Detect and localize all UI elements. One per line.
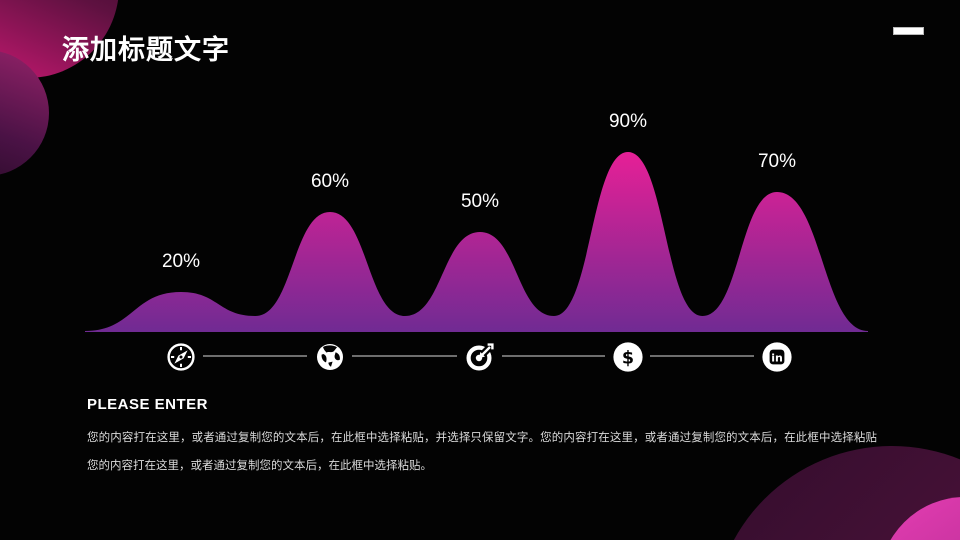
- dollar-glyph: $: [622, 348, 634, 368]
- icon-connector-line: [650, 355, 754, 357]
- data-label-70: 70%: [757, 151, 797, 172]
- linkedin-glyph: in: [771, 352, 783, 365]
- data-label-90: 90%: [608, 111, 648, 132]
- compass-icon: [165, 341, 197, 373]
- page-title: 添加标题文字: [62, 35, 230, 65]
- section-heading: PLEASE ENTER: [87, 396, 209, 413]
- dollar-icon: $: [612, 341, 644, 373]
- icon-connector-line: [203, 355, 307, 357]
- body-placeholder-text: 您的内容打在这里，或者通过复制您的文本后，在此框中选择粘贴，并选择只保留文字。您…: [87, 432, 877, 472]
- data-label-50: 50%: [460, 191, 500, 212]
- data-label-20: 20%: [161, 251, 201, 272]
- icon-connector-line: [502, 355, 605, 357]
- target-arrow-icon: [464, 341, 496, 373]
- globe-icon: [314, 341, 346, 373]
- data-label-60: 60%: [310, 171, 350, 192]
- icon-connector-line: [352, 355, 457, 357]
- linkedin-icon: in: [761, 341, 793, 373]
- title-dash-decoration: [893, 27, 924, 35]
- wave-series-area: [85, 152, 868, 332]
